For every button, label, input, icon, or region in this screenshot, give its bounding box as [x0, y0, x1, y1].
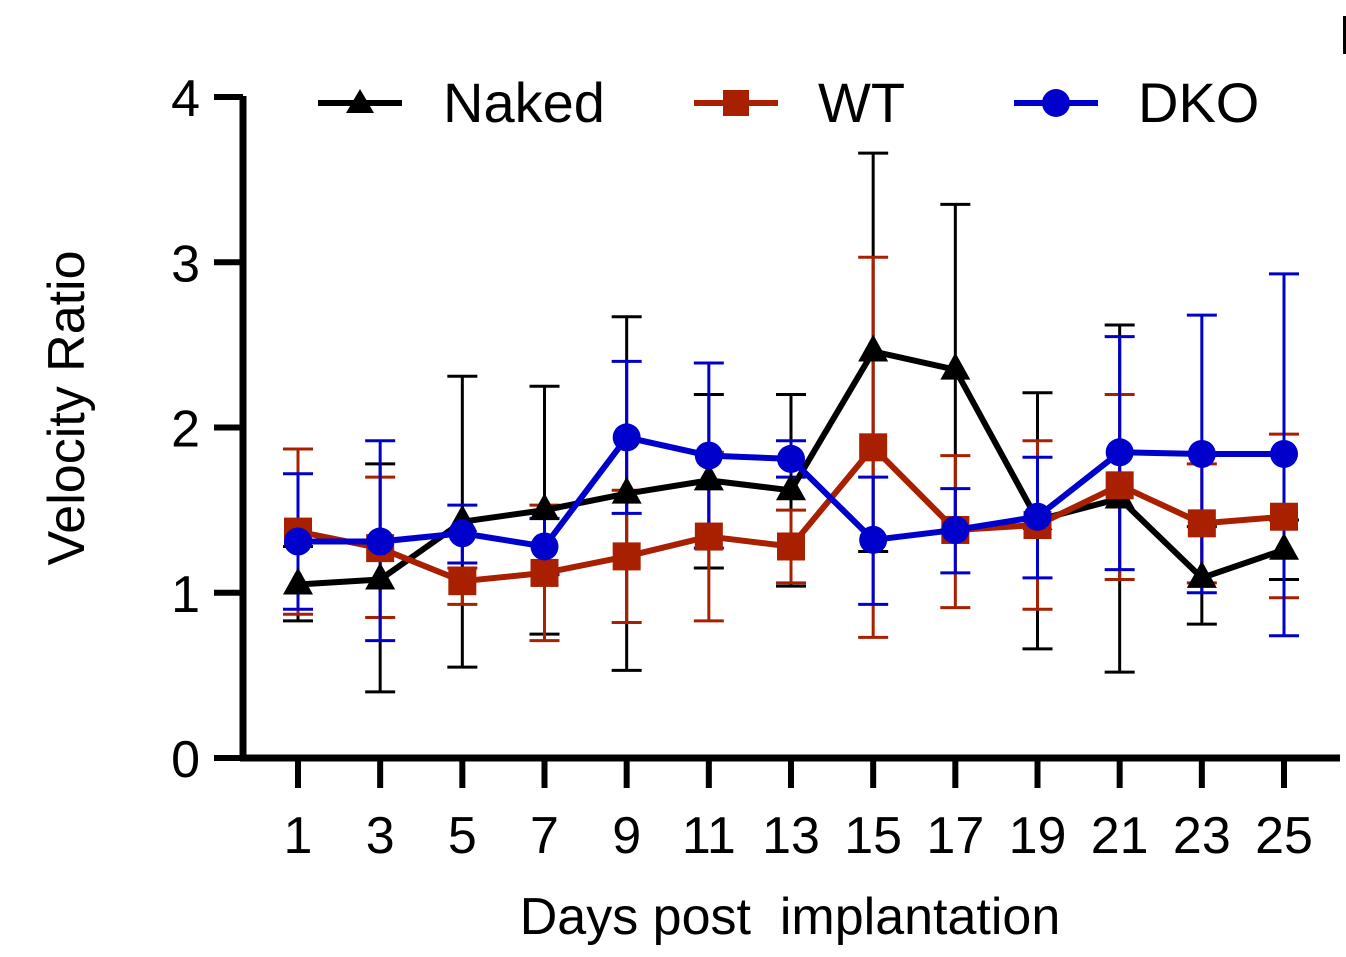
series-dko: [284, 423, 1298, 561]
data-point-dko: [448, 519, 477, 548]
legend-circle-icon: [1042, 89, 1070, 117]
x-tick-label: 5: [448, 807, 477, 865]
legend-entry-dko: DKO: [1014, 71, 1259, 134]
y-tick-label: 4: [171, 70, 200, 128]
x-tick-label: 23: [1173, 807, 1231, 865]
data-point-dko: [284, 527, 312, 556]
data-point-dko: [1270, 439, 1298, 468]
data-point-dko: [1105, 438, 1134, 467]
data-point-dko: [694, 441, 723, 470]
x-tick-label: 15: [844, 807, 902, 865]
legend-square-icon: [723, 90, 749, 116]
data-point-naked: [940, 352, 971, 380]
data-point-wt: [1270, 502, 1298, 531]
series-layer: [283, 151, 1299, 694]
data-point-naked: [365, 562, 396, 590]
legend-entry-naked: Naked: [318, 71, 605, 134]
data-point-wt: [530, 558, 559, 587]
data-point-wt: [777, 532, 805, 561]
data-point-wt: [1187, 509, 1216, 538]
y-tick-label: 2: [171, 401, 200, 459]
x-tick-label: 7: [530, 807, 559, 865]
data-point-naked: [529, 493, 560, 521]
legend-triangle-icon: [346, 89, 374, 113]
data-point-dko: [1023, 502, 1052, 531]
legend-label-dko: DKO: [1138, 71, 1259, 134]
data-point-naked: [283, 567, 313, 595]
x-tick-label: 21: [1091, 807, 1149, 865]
corner-mark: [1343, 16, 1346, 54]
x-tick-label: 3: [366, 807, 395, 865]
data-point-dko: [941, 515, 970, 544]
y-ticks: 0 1 2 3 4: [171, 70, 243, 789]
data-point-naked: [693, 463, 724, 491]
y-tick-label: 1: [171, 566, 200, 624]
x-tick-label: 13: [762, 807, 820, 865]
data-point-wt: [859, 433, 888, 462]
x-tick-label: 17: [926, 807, 984, 865]
data-point-dko: [530, 532, 559, 561]
legend-label-naked: Naked: [443, 71, 605, 134]
x-tick-label: 1: [284, 807, 313, 865]
x-tick-label: 11: [682, 807, 736, 865]
data-point-wt: [612, 542, 641, 571]
x-ticks: 1 3 5 7 9 11 13 15 17 19 21 23 25: [284, 758, 1313, 865]
legend-entry-wt: WT: [694, 71, 905, 134]
y-axis-title: Velocity Ratio: [38, 250, 96, 565]
legend: Naked WT DKO: [318, 71, 1259, 134]
data-point-wt: [448, 567, 477, 596]
data-point-naked: [1186, 560, 1217, 588]
x-tick-label: 9: [612, 807, 641, 865]
y-tick-label: 0: [171, 731, 200, 789]
data-point-wt: [694, 522, 723, 551]
x-axis-title: Days post implantation: [520, 888, 1061, 946]
data-point-naked: [776, 473, 806, 501]
error-bars-naked: [283, 151, 1299, 694]
data-point-naked: [858, 334, 889, 362]
data-point-dko: [1187, 439, 1216, 468]
legend-label-wt: WT: [818, 71, 905, 134]
y-tick-label: 3: [171, 235, 200, 293]
x-tick-label: 25: [1255, 807, 1313, 865]
x-tick-label: 19: [1009, 807, 1067, 865]
data-point-dko: [777, 444, 805, 473]
data-point-dko: [859, 525, 888, 554]
data-point-dko: [366, 527, 395, 556]
data-point-naked: [1269, 532, 1299, 560]
data-point-naked: [611, 476, 642, 504]
data-point-wt: [1105, 471, 1134, 500]
data-point-dko: [612, 423, 641, 452]
